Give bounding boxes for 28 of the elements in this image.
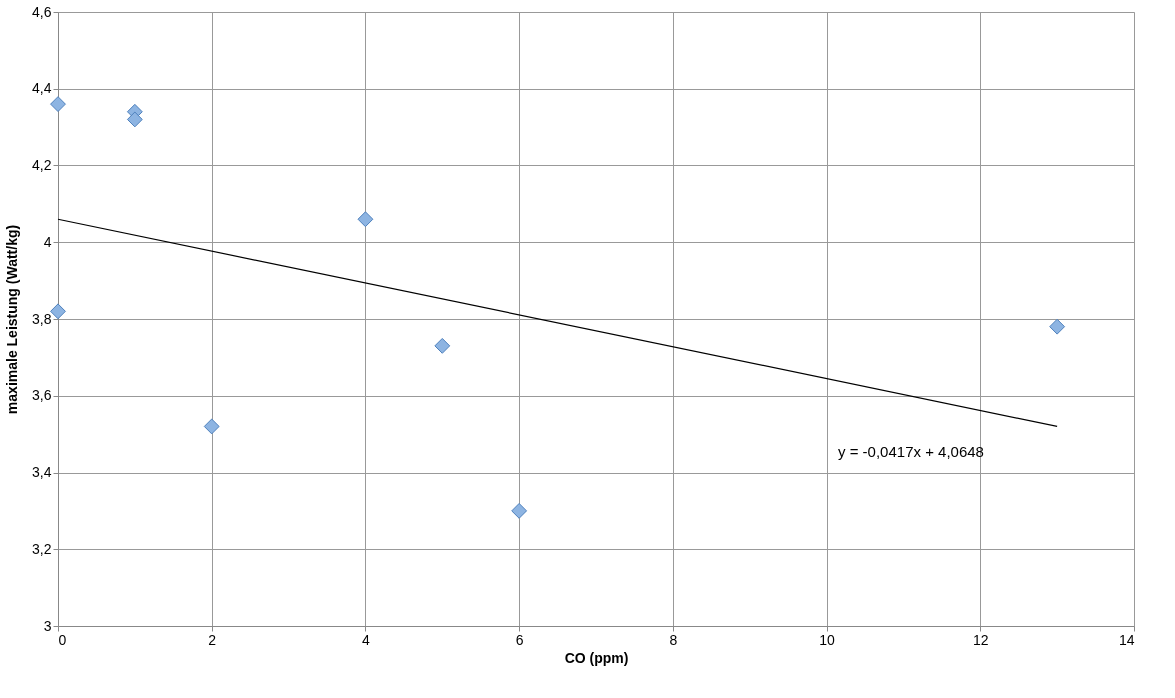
- y-tick-label: 4,2: [32, 157, 52, 173]
- x-tick-label: 10: [819, 631, 836, 648]
- y-tick-label: 3,2: [32, 540, 52, 557]
- annotation: y = -0,0417x + 4,0648: [838, 443, 984, 460]
- x-tick-label: 2: [208, 631, 217, 648]
- y-tick-label: 4,6: [32, 3, 52, 20]
- y-tick-label: 3,8: [32, 310, 52, 327]
- point: [203, 418, 220, 435]
- x-tick-label: 0: [58, 631, 67, 648]
- y-tick-label: 3,4: [32, 464, 52, 480]
- point: [50, 303, 66, 320]
- point: [126, 111, 143, 128]
- y-tick-label: 4: [43, 233, 52, 250]
- x-tick-label: 4: [362, 631, 371, 648]
- x-tick-label: 12: [973, 631, 989, 648]
- point: [434, 337, 451, 354]
- x-tick-label: 14: [1118, 631, 1135, 648]
- x-tick-label: 6: [515, 631, 524, 648]
- point: [1049, 318, 1066, 335]
- point: [50, 96, 66, 113]
- x-tick-label: 8: [669, 631, 678, 648]
- y-tick-label: 4,4: [32, 80, 52, 97]
- y-tick-label: 3,6: [32, 387, 52, 404]
- x-axis-title: CO (ppm): [564, 649, 629, 666]
- y-tick-label: 3: [43, 617, 52, 634]
- point: [357, 211, 374, 228]
- y-axis-title: maximale Leistung (Watt/kg): [4, 224, 21, 415]
- point: [511, 502, 528, 519]
